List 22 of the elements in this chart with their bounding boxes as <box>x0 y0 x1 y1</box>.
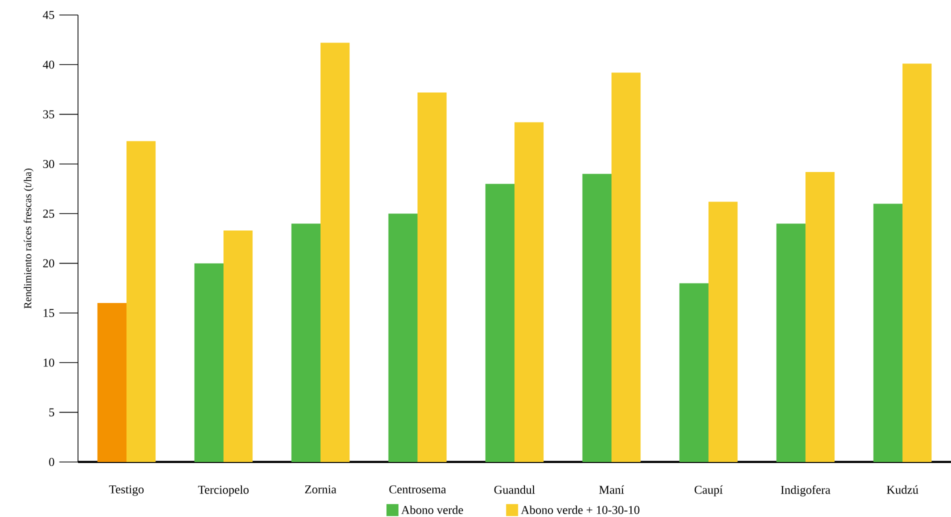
y-axis-title: Rendimiento raíces frescas (t/ha) <box>24 168 34 309</box>
y-tick-label: 0 <box>49 458 54 466</box>
y-tick-label: 5 <box>49 408 54 416</box>
y-tick-label: 10 <box>44 358 54 367</box>
y-tick-label: 30 <box>43 160 54 168</box>
x-tick-label: Terciopelo <box>198 485 249 496</box>
y-tick-label: 35 <box>43 110 54 118</box>
y-tick-label: 25 <box>43 210 54 218</box>
x-tick-label: Centrosema <box>389 485 446 494</box>
x-tick-label: Testigo <box>109 485 144 496</box>
y-tick-label: 45 <box>42 10 54 20</box>
y-tick-label: 15 <box>44 308 54 318</box>
x-tick-label: Maní <box>599 485 624 494</box>
y-tick-label: 20 <box>43 259 54 268</box>
y-tick-label: 40 <box>42 60 54 69</box>
legend-label: Abono verde + 10-30-10 <box>520 506 640 514</box>
x-tick-label: Indigofera <box>780 485 830 496</box>
x-tick-label: Kudzú <box>886 485 918 494</box>
legend-label: Abono verde <box>401 506 464 514</box>
x-tick-label: Caupí <box>694 485 723 496</box>
x-tick-label: Guandul <box>494 485 535 494</box>
x-tick-label: Zornia <box>305 485 336 494</box>
